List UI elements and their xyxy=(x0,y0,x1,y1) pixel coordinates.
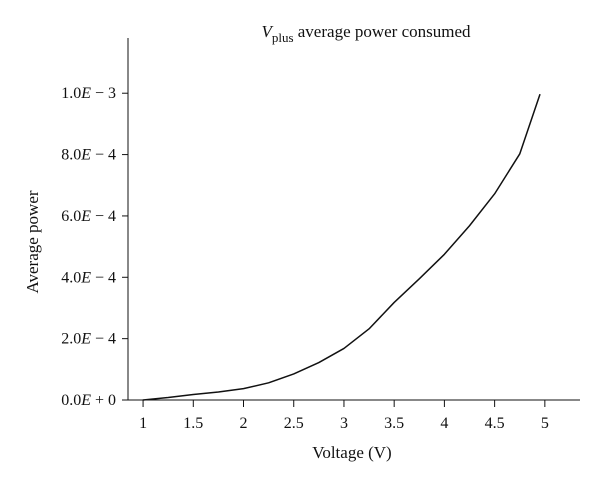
y-tick-suffix: − 3 xyxy=(91,85,116,102)
y-tick-exp-letter: E xyxy=(80,392,91,409)
y-axis-title: Average power xyxy=(23,190,42,293)
chart-title-subscript: plus xyxy=(272,30,294,45)
x-tick-label: 2.5 xyxy=(284,415,304,432)
x-axis-ticks: 1 1.5 2 2.5 3 3.5 4 4.5 5 xyxy=(139,400,549,432)
y-tick-mantissa: 4.0 xyxy=(61,269,81,286)
chart-title-main: V xyxy=(261,22,274,41)
y-tick-exp-letter: E xyxy=(80,85,91,102)
chart-title: Vplus average power consumed xyxy=(261,22,471,45)
y-tick-mantissa: 0.0 xyxy=(61,392,81,409)
series-layer xyxy=(142,94,541,401)
y-tick-label: 0.0E + 0 xyxy=(61,392,116,409)
y-tick-label: 2.0E − 4 xyxy=(61,331,116,348)
x-tick-label: 3.5 xyxy=(384,415,404,432)
y-tick-mantissa: 2.0 xyxy=(61,331,81,348)
x-axis-title: Voltage (V) xyxy=(312,443,391,462)
y-tick-mantissa: 8.0 xyxy=(61,147,81,164)
y-tick-suffix: + 0 xyxy=(91,392,116,409)
y-axis-ticks: 0.0E + 02.0E − 44.0E − 46.0E − 48.0E − 4… xyxy=(61,85,128,409)
chart-title-rest: average power consumed xyxy=(294,22,472,41)
y-tick-exp-letter: E xyxy=(80,147,91,164)
x-tick-label: 4.5 xyxy=(485,415,505,432)
y-tick-mantissa: 6.0 xyxy=(61,208,81,225)
y-tick-suffix: − 4 xyxy=(91,147,116,164)
x-tick-label: 1.5 xyxy=(183,415,203,432)
y-tick-exp-letter: E xyxy=(80,331,91,348)
y-tick-exp-letter: E xyxy=(80,269,91,286)
y-tick-label: 4.0E − 4 xyxy=(61,269,116,286)
y-tick-suffix: − 4 xyxy=(91,208,116,225)
y-tick-suffix: − 4 xyxy=(91,269,116,286)
x-tick-label: 1 xyxy=(139,415,147,432)
y-tick-exp-letter: E xyxy=(80,208,91,225)
y-tick-suffix: − 4 xyxy=(91,331,116,348)
y-tick-label: 8.0E − 4 xyxy=(61,147,116,164)
series-line xyxy=(142,94,541,401)
y-tick-mantissa: 1.0 xyxy=(61,85,81,102)
y-tick-label: 1.0E − 3 xyxy=(61,85,116,102)
x-tick-label: 2 xyxy=(240,415,248,432)
x-tick-label: 5 xyxy=(541,415,549,432)
x-tick-label: 3 xyxy=(340,415,348,432)
y-tick-label: 6.0E − 4 xyxy=(61,208,116,225)
x-tick-label: 4 xyxy=(440,415,448,432)
